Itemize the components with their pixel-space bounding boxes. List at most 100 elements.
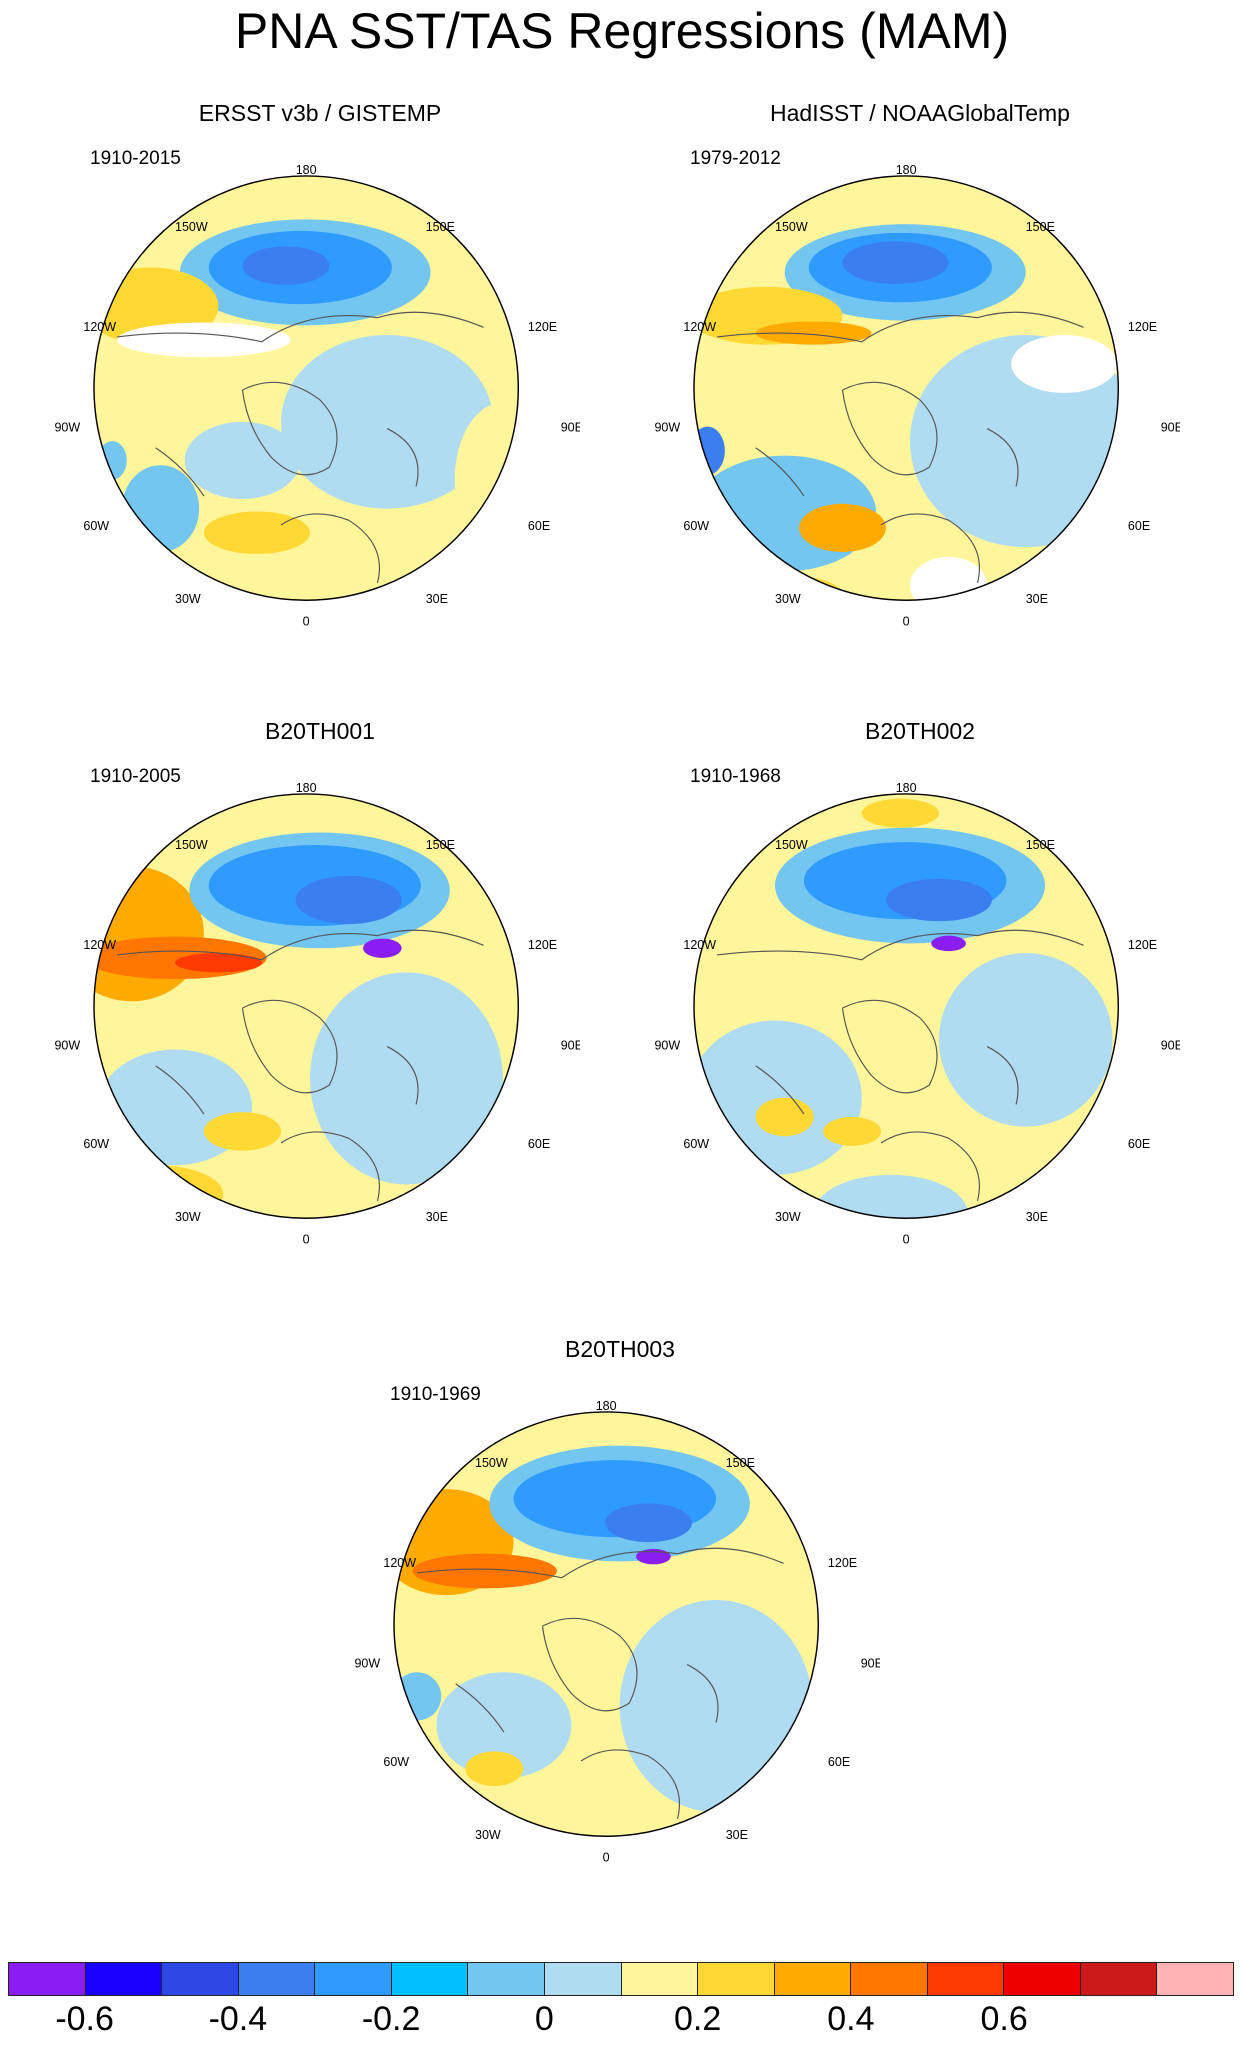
colorbar-swatch	[391, 1963, 469, 1995]
anomaly-region	[605, 1503, 692, 1543]
panel-period: 1910-2005	[90, 766, 181, 787]
anomaly-region	[363, 938, 402, 958]
anomaly-region	[799, 503, 886, 552]
longitude-label: 120W	[83, 938, 116, 952]
polar-stereographic-map: 180 0 150W 120W 90W 60W 30W 150E 120E 90E 60E 30E	[654, 781, 1180, 1246]
longitude-label: 60E	[1128, 1137, 1150, 1151]
colorbar	[8, 1962, 1234, 1996]
anomaly-region	[1011, 335, 1118, 393]
coastline	[117, 929, 484, 1201]
longitude-label: 90E	[561, 1038, 580, 1052]
colorbar-tick-label: -0.2	[361, 2000, 421, 2038]
longitude-label: 30W	[775, 592, 801, 606]
colorbar-swatch	[544, 1963, 622, 1995]
anomaly-region	[295, 875, 402, 925]
longitude-label: 90E	[561, 420, 580, 434]
polar-stereographic-map: 180 0 150W 120W 90W 60W 30W 150E 120E 90E 60E 30E	[654, 163, 1180, 628]
colorbar-swatch	[621, 1963, 699, 1995]
anomaly-region	[117, 322, 291, 358]
longitude-label: 90E	[1161, 1038, 1180, 1052]
panel-title: B20TH002	[865, 718, 975, 744]
colorbar-swatch	[1157, 1963, 1233, 1995]
map-boundary	[93, 793, 520, 1219]
longitude-label: 90W	[54, 420, 80, 434]
longitude-label: 90E	[1161, 420, 1180, 434]
longitude-label: 90W	[54, 1038, 80, 1052]
colorbar-swatch	[162, 1963, 239, 1995]
anomaly-region	[619, 1599, 813, 1813]
colorbar-swatch	[1004, 1963, 1081, 1995]
anomaly-region	[465, 1751, 524, 1787]
longitude-label: 30E	[426, 592, 448, 606]
longitude-label: 180	[596, 1399, 617, 1413]
anomaly-region	[636, 1548, 671, 1565]
longitude-label: 30E	[726, 1828, 748, 1842]
map-boundary	[393, 1411, 820, 1837]
longitude-label: 150W	[775, 220, 808, 234]
longitude-label: 30W	[775, 1210, 801, 1224]
longitude-label: 60E	[1128, 519, 1150, 533]
colorbar-swatch	[1080, 1963, 1158, 1995]
longitude-label: 180	[296, 163, 317, 177]
longitude-label: 150E	[1026, 220, 1055, 234]
longitude-label: 120W	[683, 320, 716, 334]
longitude-label: 30W	[175, 592, 201, 606]
map-boundary	[693, 793, 1120, 1219]
map-panel: B20TH002 1910-1968 180 0 150W 120W 90W 60W 30W 15…	[640, 718, 1200, 1318]
longitude-label: 0	[903, 1232, 910, 1246]
longitude-label: 30E	[1026, 592, 1048, 606]
colorbar-swatch	[698, 1963, 775, 1995]
longitude-label: 150W	[175, 220, 208, 234]
anomaly-region	[842, 241, 949, 284]
anomaly-region	[823, 1116, 882, 1146]
map-boundary	[93, 175, 520, 601]
longitude-label: 0	[603, 1850, 610, 1864]
anomaly-region	[184, 421, 301, 499]
anomaly-region	[454, 402, 519, 557]
anomaly-region	[694, 426, 725, 475]
longitude-label: 60W	[83, 519, 109, 533]
colorbar-tick-label: 0.6	[980, 2000, 1028, 2038]
longitude-label: 90E	[861, 1656, 880, 1670]
anomaly-region	[931, 935, 966, 952]
longitude-label: 150W	[475, 1456, 508, 1470]
anomaly-region	[885, 878, 992, 922]
longitude-label: 90W	[654, 420, 680, 434]
panel-title: HadISST / NOAAGlobalTemp	[770, 100, 1070, 126]
longitude-label: 120W	[683, 938, 716, 952]
anomaly-region	[310, 972, 503, 1185]
anomaly-region	[394, 1672, 442, 1721]
anomaly-region	[203, 511, 310, 554]
longitude-label: 90W	[654, 1038, 680, 1052]
map-panel: B20TH001 1910-2005 180 0 150W 120W 90W 60W 30W 15…	[40, 718, 600, 1318]
longitude-label: 60E	[528, 519, 550, 533]
colorbar-swatch	[468, 1963, 545, 1995]
anomaly-region	[861, 798, 939, 828]
colorbar-tick-label: -0.4	[208, 2000, 268, 2038]
anomaly-region	[203, 1112, 282, 1151]
panel-period: 1910-1968	[690, 766, 781, 787]
colorbar-swatch	[315, 1963, 392, 1995]
longitude-label: 150W	[175, 838, 208, 852]
anomaly-region	[175, 953, 262, 973]
anomaly-region	[813, 1174, 968, 1219]
map-panel: HadISST / NOAAGlobalTemp 1979-2012 180 0 150…	[640, 100, 1200, 700]
panel-title: B20TH001	[265, 718, 375, 744]
anomaly-region	[755, 321, 872, 345]
anomaly-region	[412, 1553, 557, 1589]
longitude-label: 30W	[475, 1828, 501, 1842]
longitude-label: 30E	[1026, 1210, 1048, 1224]
colorbar-tick-label: 0.4	[827, 2000, 875, 2038]
longitude-label: 90W	[354, 1656, 380, 1670]
longitude-label: 180	[896, 163, 917, 177]
longitude-label: 120W	[383, 1556, 416, 1570]
map-boundary	[693, 175, 1120, 601]
longitude-label: 150E	[426, 220, 455, 234]
colorbar-swatch	[9, 1963, 86, 1995]
longitude-label: 150E	[426, 838, 455, 852]
longitude-label: 0	[303, 1232, 310, 1246]
panel-title: B20TH003	[565, 1336, 675, 1362]
map-panel: ERSST v3b / GISTEMP 1910-2015 180 0 150W 120W…	[40, 100, 600, 700]
panel-period: 1910-2015	[90, 148, 181, 169]
anomaly-region	[938, 953, 1113, 1127]
